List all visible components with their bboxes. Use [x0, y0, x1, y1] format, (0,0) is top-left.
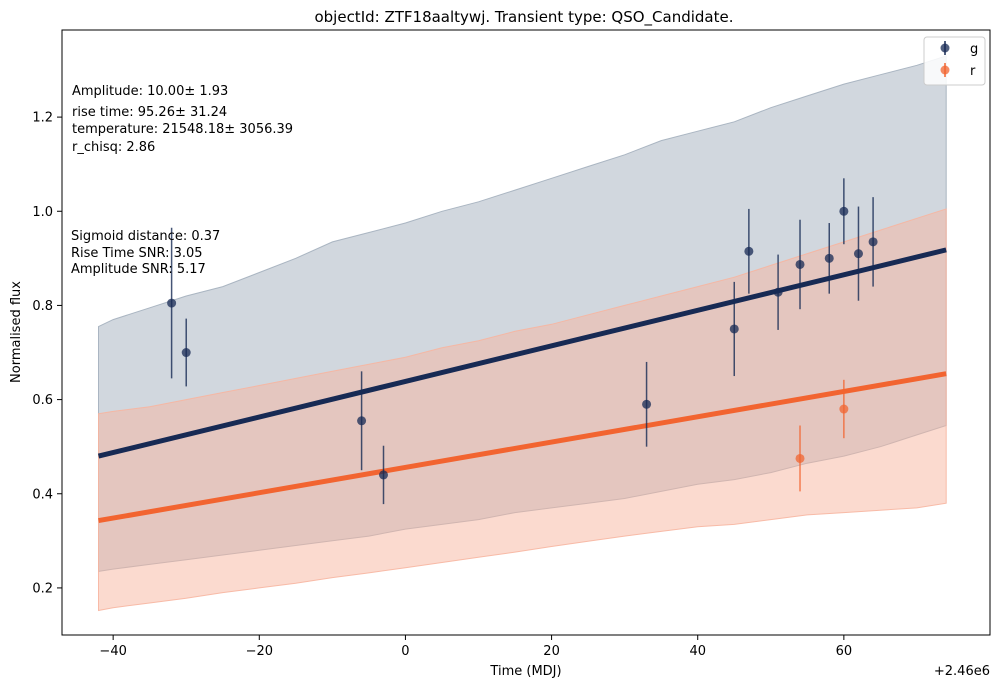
fit-line-g [97, 247, 947, 459]
fit-line-r [98, 371, 947, 524]
point-marker [839, 206, 849, 216]
x-tick-label: 60 [836, 644, 853, 659]
x-tick-label: 40 [689, 644, 706, 659]
data-point-r [839, 379, 849, 439]
data-point-g [642, 361, 652, 447]
annotation-temperature: temperature: 21548.18± 3056.39 [72, 122, 293, 137]
plot-frame [61, 29, 991, 636]
point-marker [795, 259, 805, 269]
point-marker [379, 470, 389, 480]
x-tick-label: 0 [401, 644, 409, 659]
legend-r-marker [940, 65, 950, 75]
y-tick-label: 0.8 [32, 299, 53, 314]
y-axis: 0.2 0.4 0.6 0.8 1.0 1.2 [32, 111, 62, 596]
legend-label-r: r [970, 64, 976, 79]
data-point-g [357, 371, 367, 471]
data-point-r [795, 425, 805, 492]
point-marker [868, 237, 878, 247]
point-marker [839, 404, 849, 414]
annotation-rise-time-snr: Rise Time SNR: 3.05 [71, 246, 203, 261]
data-point-g [181, 318, 191, 387]
annotation-amplitude-snr: Amplitude SNR: 5.17 [71, 262, 206, 277]
legend-box [923, 36, 986, 86]
point-marker [744, 246, 754, 256]
data-point-g [853, 206, 863, 301]
x-tick-label: −20 [246, 644, 273, 659]
x-axis-label: Time (MDJ) [489, 664, 561, 679]
annotation-sigmoid-distance: Sigmoid distance: 0.37 [71, 229, 220, 244]
data-points [167, 178, 878, 505]
annotation-amplitude: Amplitude: 10.00± 1.93 [72, 84, 228, 99]
legend-g-marker [940, 43, 950, 53]
fit-lines [97, 247, 947, 524]
point-marker [824, 253, 834, 263]
data-point-g [824, 223, 834, 294]
legend: g r [923, 36, 986, 86]
point-marker [181, 348, 191, 358]
y-tick-label: 1.0 [32, 205, 53, 220]
y-axis-label: Normalised flux [9, 281, 24, 383]
y-tick-label: 0.4 [32, 487, 53, 502]
x-tick-label: −40 [99, 644, 126, 659]
chart-title: objectId: ZTF18aaltywj. Transient type: … [314, 8, 733, 27]
x-axis-offset-label: +2.46e6 [934, 664, 990, 679]
features-annotation: Sigmoid distance: 0.37 Rise Time SNR: 3.… [71, 229, 220, 277]
data-point-g [167, 227, 177, 379]
data-point-g [379, 445, 389, 505]
uncertainty-bands [98, 55, 947, 612]
legend-label-g: g [970, 42, 978, 57]
point-marker [357, 416, 367, 426]
data-point-g [744, 208, 754, 294]
data-point-g [839, 178, 849, 245]
point-marker [795, 453, 805, 463]
data-point-g [868, 197, 878, 287]
fit-params-annotation: Amplitude: 10.00± 1.93 rise time: 95.26±… [72, 84, 293, 155]
point-marker [167, 298, 177, 308]
point-marker [729, 324, 739, 334]
data-point-g [729, 281, 739, 377]
x-tick-label: 20 [543, 644, 560, 659]
y-tick-label: 1.2 [32, 111, 53, 126]
y-tick-label: 0.6 [32, 393, 53, 408]
x-axis: −40 −20 0 20 40 60 [99, 635, 852, 659]
point-marker [642, 399, 652, 409]
point-marker [853, 249, 863, 259]
point-marker [773, 287, 783, 297]
annotation-rise-time: rise time: 95.26± 31.24 [72, 105, 227, 120]
data-point-g [795, 219, 805, 310]
annotation-r-chisq: r_chisq: 2.86 [72, 140, 155, 155]
data-point-g [773, 254, 783, 330]
y-tick-label: 0.2 [32, 581, 53, 596]
